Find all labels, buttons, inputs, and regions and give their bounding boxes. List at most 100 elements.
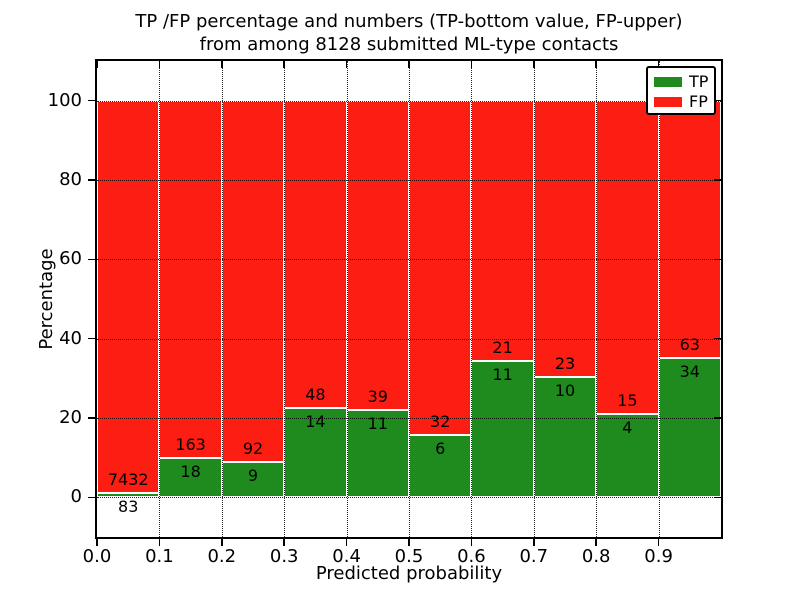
x-tick-top [283, 61, 285, 68]
fp-bar-segment [658, 100, 721, 359]
vertical-gridline [471, 61, 473, 537]
y-axis-label: Percentage [36, 248, 57, 350]
vertical-gridline [159, 61, 161, 537]
x-tick-bottom [408, 539, 410, 546]
fp-bar-segment [346, 100, 409, 411]
y-tick-label: 80 [59, 169, 82, 190]
fp-count-label: 21 [492, 337, 513, 357]
x-tick-bottom [595, 539, 597, 546]
x-tick-top [158, 61, 161, 68]
y-tick-right [714, 337, 721, 340]
vertical-gridline [533, 61, 535, 537]
tp-count-label: 4 [622, 417, 633, 437]
x-tick-bottom [345, 539, 348, 546]
y-tick-right [714, 179, 721, 181]
legend-label-fp: FP [689, 92, 708, 111]
fp-count-label: 32 [430, 411, 451, 431]
tp-bar-segment [533, 377, 597, 498]
y-tick-right [714, 258, 721, 261]
tp-count-label: 10 [554, 381, 576, 401]
x-tick-bottom [533, 539, 535, 546]
tp-count-label: 11 [492, 364, 513, 384]
fp-bar-segment [221, 100, 285, 462]
x-tick-bottom [158, 539, 161, 546]
fp-bar-segment [284, 100, 347, 408]
tp-count-label: 6 [435, 438, 446, 458]
fp-count-label: 63 [679, 335, 700, 355]
x-tick-label: 0.8 [581, 546, 611, 567]
fp-count-label: 15 [617, 390, 638, 410]
vertical-gridline [596, 61, 598, 537]
y-tick-label: 20 [59, 407, 82, 428]
fp-count-label: 163 [175, 434, 206, 454]
fp-bar-segment [409, 100, 472, 435]
x-tick-bottom [470, 539, 473, 546]
fp-count-label: 39 [367, 387, 388, 407]
tp-count-label: 34 [679, 362, 700, 382]
x-tick-label: 0.9 [644, 546, 673, 567]
tp-bar-segment [596, 413, 659, 498]
fp-count-label: 23 [554, 354, 576, 374]
x-tick-label: 0.1 [145, 546, 174, 567]
tp-bar-segment [471, 360, 534, 498]
x-tick-top [345, 61, 348, 68]
y-tick-right [714, 99, 721, 102]
x-tick-label: 0.2 [207, 546, 237, 567]
y-tick-label: 60 [59, 248, 82, 270]
fp-bar-segment [533, 100, 597, 378]
vertical-gridline [409, 61, 410, 537]
x-tick-top [533, 61, 535, 68]
y-tick-label: 100 [47, 89, 82, 111]
x-tick-label: 0.0 [82, 546, 112, 567]
y-tick-right [714, 496, 721, 499]
tp-bar-segment [284, 407, 347, 498]
x-tick-top [408, 61, 410, 68]
y-tick-left [88, 496, 95, 499]
y-tick-right [714, 417, 721, 419]
chart-title-line2: from among 8128 submitted ML-type contac… [199, 34, 619, 55]
x-tick-top [96, 61, 98, 68]
vertical-gridline [658, 61, 660, 537]
y-tick-left [88, 337, 95, 340]
x-tick-bottom [657, 539, 660, 546]
y-tick-label: 0 [70, 486, 82, 508]
tp-bar-segment [409, 434, 472, 498]
vertical-gridline [284, 61, 286, 537]
tp-bar-segment [97, 492, 160, 498]
legend-label-tp: TP [689, 72, 709, 91]
tp-count-label: 11 [367, 414, 388, 434]
x-tick-label: 0.6 [457, 546, 486, 567]
fp-bar-segment [159, 100, 222, 458]
tp-count-label: 14 [305, 411, 326, 431]
tp-count-label: 83 [118, 496, 139, 516]
vertical-gridline [221, 61, 223, 537]
x-tick-top [657, 61, 660, 68]
legend-entry-tp: TP [654, 72, 708, 92]
x-tick-bottom [283, 539, 285, 546]
fp-bar-segment [97, 100, 160, 493]
fp-count-label: 92 [242, 438, 264, 458]
vertical-gridline [346, 61, 348, 537]
x-tick-top [470, 61, 473, 68]
x-tick-label: 0.3 [269, 546, 299, 567]
y-tick-left [88, 179, 95, 181]
chart-title-line1: TP /FP percentage and numbers (TP-bottom… [135, 11, 683, 32]
fp-count-label: 7432 [107, 469, 149, 489]
x-tick-label: 0.5 [394, 546, 424, 567]
tp-bar-segment [658, 358, 721, 498]
x-tick-top [595, 61, 597, 68]
legend: TP FP [646, 66, 716, 115]
tp-count-label: 18 [180, 461, 201, 481]
y-tick-label: 40 [59, 327, 82, 349]
x-tick-top [221, 61, 223, 68]
fp-bar-segment [471, 100, 534, 361]
y-tick-left [88, 258, 95, 261]
x-tick-label: 0.4 [332, 546, 361, 567]
y-tick-left [88, 417, 95, 419]
tp-bar-segment [159, 457, 222, 498]
tp-color-swatch [654, 77, 682, 87]
x-tick-bottom [221, 539, 223, 546]
y-tick-left [88, 99, 95, 102]
fp-count-label: 48 [305, 384, 326, 404]
